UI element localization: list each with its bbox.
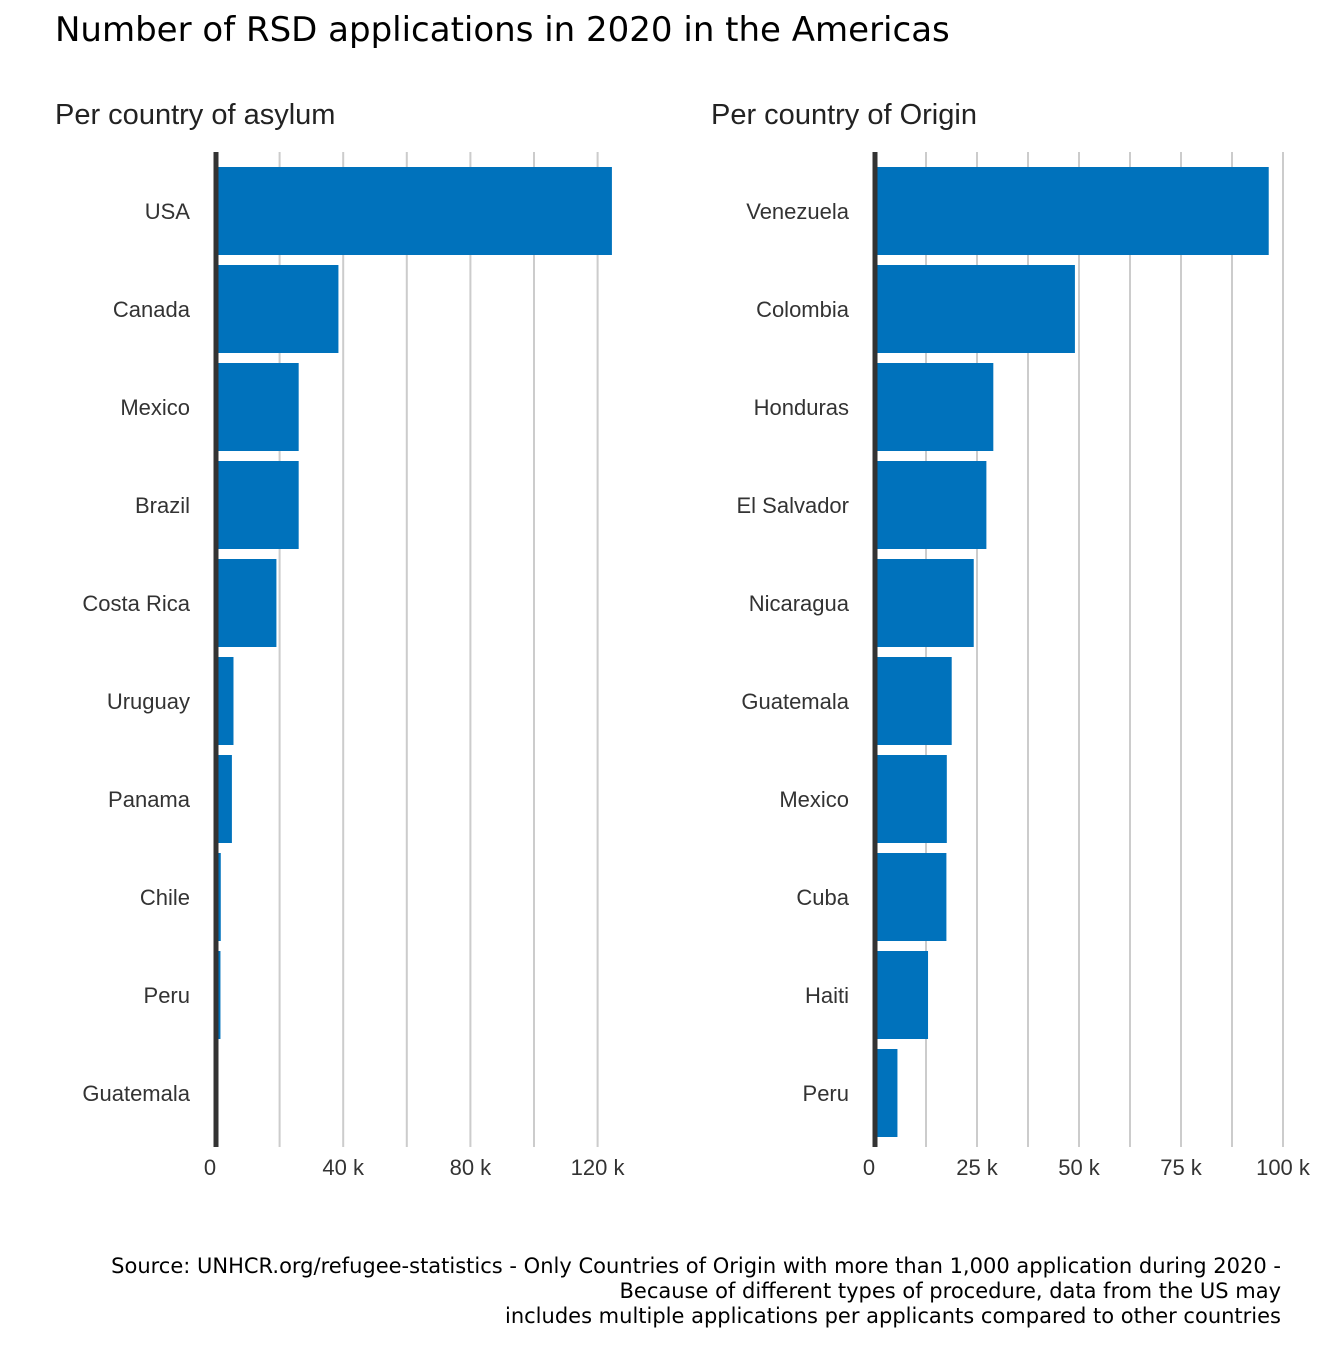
category-label: Venezuela xyxy=(746,199,850,224)
category-label: Costa Rica xyxy=(82,591,190,616)
bar-venezuela xyxy=(875,167,1269,255)
caption-line-1: Source: UNHCR.org/refugee-statistics - O… xyxy=(111,1254,1281,1278)
caption-line-2: Because of different types of procedure,… xyxy=(620,1279,1282,1303)
x-tick-label: 0 xyxy=(204,1155,216,1180)
category-label: USA xyxy=(145,199,191,224)
x-tick-label: 25 k xyxy=(956,1155,999,1180)
tick-labels: 0 25 k 50 k 75 k 100 k xyxy=(863,1155,1311,1180)
bar-guatemala xyxy=(875,657,952,745)
x-tick-label: 0 xyxy=(863,1155,875,1180)
x-tick-label: 40 k xyxy=(322,1155,365,1180)
x-tick-label: 80 k xyxy=(450,1155,493,1180)
bar-canada xyxy=(216,265,339,353)
category-labels: Venezuela Colombia Honduras El Salvador Nica… xyxy=(736,199,849,1106)
category-label: Peru xyxy=(803,1081,849,1106)
bar-usa xyxy=(216,167,612,255)
chart-title: Number of RSD applications in 2020 in th… xyxy=(55,10,950,50)
panel-asylum: Per country of asylum USA Canada Mexico Bra… xyxy=(55,99,626,1180)
bar-cuba xyxy=(875,853,947,941)
x-tick-label: 75 k xyxy=(1160,1155,1203,1180)
bar-peru xyxy=(875,1049,898,1137)
bars xyxy=(875,167,1269,1137)
tick-labels: 0 40 k 80 k 120 k xyxy=(204,1155,626,1180)
bar-uruguay xyxy=(216,657,234,745)
category-label: Panama xyxy=(108,787,191,812)
bar-mexico xyxy=(875,755,947,843)
panel-subtitle-origin: Per country of Origin xyxy=(711,99,977,131)
category-label: Peru xyxy=(144,983,190,1008)
category-labels: USA Canada Mexico Brazil Costa Rica Uruguay Pa… xyxy=(82,199,190,1106)
x-tick-label: 100 k xyxy=(1256,1155,1311,1180)
category-label: Canada xyxy=(113,297,191,322)
category-label: Cuba xyxy=(796,885,849,910)
bar-haiti xyxy=(875,951,929,1039)
x-tick-label: 120 k xyxy=(571,1155,626,1180)
category-label: Mexico xyxy=(779,787,849,812)
bar-mexico xyxy=(216,363,299,451)
category-label: Guatemala xyxy=(741,689,849,714)
category-label: Guatemala xyxy=(82,1081,190,1106)
bar-colombia xyxy=(875,265,1075,353)
category-label: Mexico xyxy=(120,395,190,420)
category-label: Nicaragua xyxy=(749,591,850,616)
bar-brazil xyxy=(216,461,299,549)
category-label: Brazil xyxy=(135,493,190,518)
caption: Source: UNHCR.org/refugee-statistics - O… xyxy=(111,1254,1281,1328)
panel-origin: Per country of Origin Venezuela Colombia H… xyxy=(711,99,1311,1180)
bar-costa-rica xyxy=(216,559,277,647)
category-label: Uruguay xyxy=(107,689,190,714)
bar-nicaragua xyxy=(875,559,974,647)
category-label: El Salvador xyxy=(736,493,849,518)
category-label: Honduras xyxy=(754,395,849,420)
category-label: Colombia xyxy=(756,297,850,322)
bar-el-salvador xyxy=(875,461,987,549)
bars xyxy=(216,167,612,1137)
x-tick-label: 50 k xyxy=(1058,1155,1101,1180)
bar-panama xyxy=(216,755,232,843)
panel-subtitle-asylum: Per country of asylum xyxy=(55,99,335,131)
category-label: Chile xyxy=(140,885,190,910)
caption-line-3: includes multiple applications per appli… xyxy=(505,1304,1281,1328)
category-label: Haiti xyxy=(805,983,849,1008)
bar-honduras xyxy=(875,363,994,451)
